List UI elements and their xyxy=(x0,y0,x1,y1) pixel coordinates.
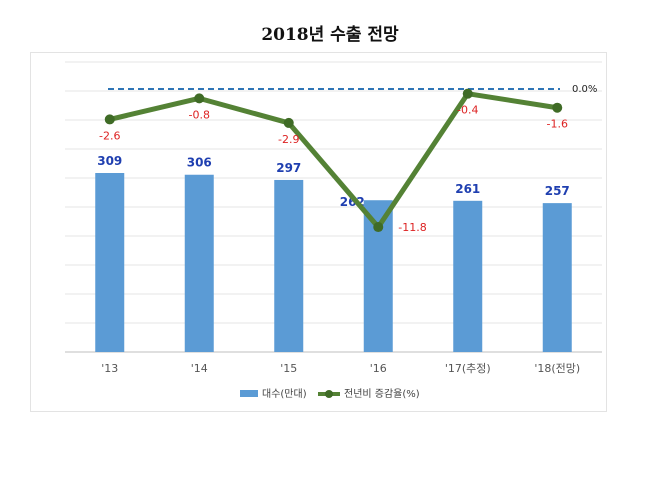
reference-line-label: 0.0% xyxy=(572,84,597,95)
x-tick-labels: '13 '14 '15 '16 '17(추정) '18(전망) xyxy=(101,362,580,375)
bar-value-label-1: 306 xyxy=(187,156,212,170)
bar-1 xyxy=(184,174,214,352)
x-tick-label-3: '16 xyxy=(370,362,387,375)
x-tick-label-4: '17(추정) xyxy=(445,362,491,375)
legend-bar-label: 대수(만대) xyxy=(262,388,307,400)
rate-value-label-5: -1.6 xyxy=(547,118,568,131)
grid-lines xyxy=(65,61,602,353)
rate-value-label-4: -0.4 xyxy=(457,104,478,117)
x-tick-label-5: '18(전망) xyxy=(534,362,580,375)
line-series xyxy=(104,88,563,233)
rate-value-label-1: -0.8 xyxy=(189,108,210,121)
x-tick-label-0: '13 xyxy=(101,362,118,375)
x-tick-label-2: '15 xyxy=(280,362,297,375)
legend-bar-swatch xyxy=(240,390,258,397)
bar-series xyxy=(95,173,572,352)
chart-title: 2018년 수출 전망 xyxy=(261,25,399,45)
bar-2 xyxy=(274,179,304,352)
rate-point-3 xyxy=(373,222,384,233)
rate-point-4 xyxy=(462,88,473,99)
bar-0 xyxy=(95,173,125,352)
x-tick-label-1: '14 xyxy=(191,362,208,375)
rate-value-label-0: -2.6 xyxy=(99,129,120,142)
legend: 대수(만대) 전년비 증감율(%) xyxy=(240,388,420,400)
bar-value-label-0: 309 xyxy=(97,154,122,168)
rate-point-0 xyxy=(104,114,115,125)
rate-value-label-3: -11.8 xyxy=(398,221,426,234)
legend-line-label: 전년비 증감율(%) xyxy=(344,388,420,400)
bar-5 xyxy=(542,203,572,352)
reference-line-group: 0.0% xyxy=(108,84,597,95)
rate-line xyxy=(109,91,558,230)
bar-value-label-5: 257 xyxy=(545,184,570,198)
rate-point-5 xyxy=(552,102,563,113)
rate-point-2 xyxy=(283,117,294,128)
legend-line-marker xyxy=(325,390,333,398)
bar-value-label-2: 297 xyxy=(276,161,301,175)
rate-point-1 xyxy=(194,93,205,104)
bar-value-label-4: 261 xyxy=(455,182,480,196)
rate-value-label-2: -2.9 xyxy=(278,133,299,146)
rate-value-labels: -2.6 -0.8 -2.9 -11.8 -0.4 -1.6 xyxy=(99,104,568,234)
bar-4 xyxy=(453,200,483,352)
